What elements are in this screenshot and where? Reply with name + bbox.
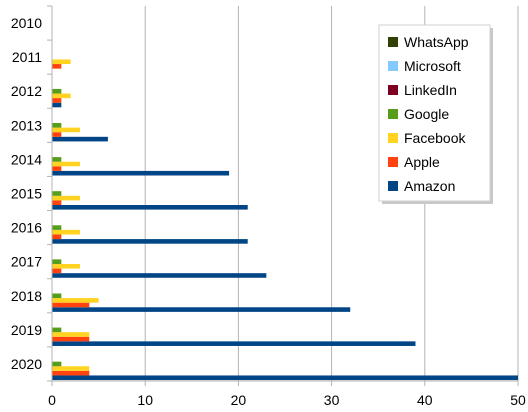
bar [52, 293, 62, 299]
bar [52, 59, 71, 65]
bar [52, 93, 71, 99]
chart-legend: WhatsApp Microsoft LinkedIn Google Facebook A… [378, 24, 493, 204]
legend-label: LinkedIn [404, 82, 457, 98]
y-tick-label: 2016 [11, 220, 42, 236]
bar [52, 191, 62, 196]
chart-axes [51, 6, 518, 382]
legend-swatch [388, 109, 398, 119]
legend-swatch [388, 181, 398, 191]
x-tick-label: 50 [510, 392, 526, 408]
bar [52, 375, 518, 381]
bar [52, 302, 90, 308]
y-tick-label: 2012 [11, 83, 42, 99]
x-tick-label: 30 [324, 392, 340, 408]
bar [52, 298, 99, 303]
bar [52, 263, 80, 269]
bar [52, 88, 62, 94]
legend-label: Amazon [404, 178, 455, 194]
legend-label: Facebook [404, 130, 466, 146]
bar [52, 268, 62, 274]
bar [52, 239, 248, 244]
legend-label: WhatsApp [404, 34, 469, 50]
bar [52, 195, 80, 201]
bar [52, 370, 90, 376]
bar [52, 136, 108, 142]
bar [52, 98, 62, 103]
legend-swatch [388, 133, 398, 143]
legend-swatch [388, 85, 398, 95]
bar [52, 336, 90, 342]
bar [52, 132, 62, 137]
legend-label: Google [404, 106, 449, 122]
y-tick-label: 2014 [11, 151, 42, 167]
y-tick-label: 2010 [11, 15, 42, 31]
bar [52, 225, 62, 230]
bar [52, 234, 62, 240]
legend-label: Apple [404, 154, 440, 170]
bar [52, 259, 62, 264]
bar [52, 361, 62, 367]
y-tick-label: 2015 [11, 186, 42, 202]
bar [52, 307, 351, 312]
bar [52, 157, 62, 162]
y-tick-label: 2017 [11, 254, 42, 270]
bar [52, 273, 267, 278]
bar [52, 341, 416, 346]
x-tick-label: 40 [417, 392, 433, 408]
legend-swatch [388, 37, 398, 47]
bar [52, 332, 90, 337]
bar [52, 161, 80, 167]
bar [52, 127, 80, 133]
x-tick-label: 0 [48, 392, 56, 408]
bar [52, 123, 62, 128]
y-axis-ticks: 2010 2011 2012 2013 2014 2015 2016 2017 2018 2019… [11, 5, 52, 382]
bar [52, 64, 62, 69]
bar [52, 170, 230, 176]
bar [52, 102, 62, 108]
chart-bars [52, 59, 518, 381]
y-tick-label: 2011 [12, 49, 42, 65]
legend-label: Microsoft [404, 58, 461, 74]
x-axis-ticks: 0 10 20 30 40 50 [48, 381, 526, 408]
legend-swatch [388, 61, 398, 71]
bar [52, 166, 62, 171]
bar [52, 200, 62, 205]
bar [52, 205, 248, 210]
legend-swatch [388, 157, 398, 167]
x-tick-label: 10 [137, 392, 153, 408]
y-tick-label: 2019 [11, 322, 42, 338]
y-tick-label: 2018 [11, 288, 42, 304]
y-tick-label: 2013 [11, 117, 42, 133]
y-tick-label: 2020 [11, 356, 42, 372]
bar [52, 229, 80, 235]
bar [52, 327, 62, 333]
bar [52, 366, 90, 371]
x-tick-label: 20 [231, 392, 247, 408]
